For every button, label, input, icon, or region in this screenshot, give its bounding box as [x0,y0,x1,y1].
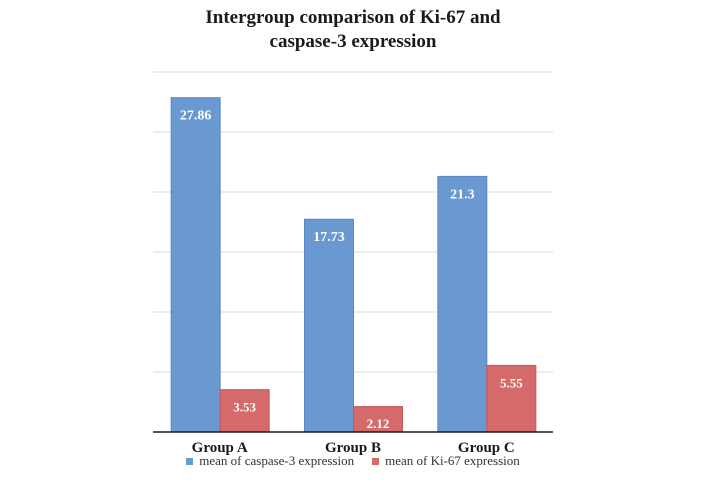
bar-caspase3 [304,218,354,433]
data-label-ki67: 5.55 [500,375,523,390]
data-label-ki67: 2.12 [367,416,390,431]
legend: mean of caspase-3 expression mean of Ki-… [0,451,706,471]
chart-title-line-2: caspase-3 expression [269,31,437,52]
bar-caspase3 [437,175,488,433]
legend-item-caspase3: mean of caspase-3 expression [186,453,354,469]
bar-ki67 [353,406,403,433]
data-label-caspase3: 21.3 [450,187,475,202]
x-tick-label: Group C [458,440,515,456]
x-tick-label: Group B [325,440,381,456]
chart-title-line-1: Intergroup comparison of Ki-67 and [205,7,501,28]
chart-title: Intergroup comparison of Ki-67 and caspa… [0,6,706,54]
bar-caspase3 [170,97,221,433]
legend-item-ki67: mean of Ki-67 expression [372,453,520,469]
bar-ki67 [486,364,537,433]
legend-swatch-caspase3 [186,457,194,465]
data-label-caspase3: 17.73 [313,230,345,245]
legend-label-caspase3: mean of caspase-3 expression [199,453,355,468]
legend-label-ki67: mean of Ki-67 expression [385,453,520,468]
x-tick-label: Group A [192,440,248,456]
data-label-caspase3: 27.86 [180,109,212,124]
legend-swatch-ki67 [372,457,380,465]
data-label-ki67: 3.53 [233,400,256,415]
